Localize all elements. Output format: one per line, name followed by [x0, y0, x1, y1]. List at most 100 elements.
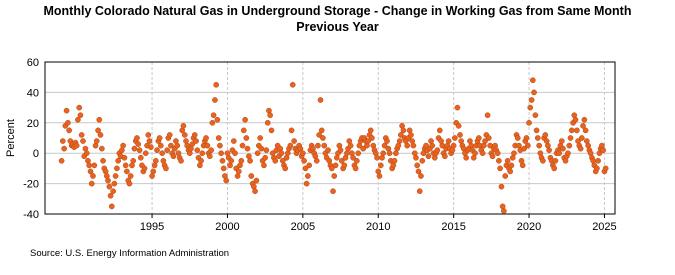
point: [278, 150, 285, 157]
point: [320, 135, 326, 141]
point: [350, 154, 356, 161]
point: [112, 173, 119, 179]
point: [455, 122, 462, 129]
point: [532, 112, 539, 119]
point: [80, 138, 86, 144]
point: [148, 144, 154, 150]
point: [180, 122, 187, 129]
point: [341, 162, 348, 169]
point: [193, 138, 199, 144]
point: [531, 89, 537, 96]
point: [218, 150, 224, 157]
point: [450, 142, 457, 149]
point: [496, 157, 502, 164]
point: [415, 168, 422, 175]
point: [414, 162, 421, 169]
point: [419, 157, 426, 164]
point: [267, 112, 273, 119]
point: [355, 150, 362, 157]
point: [210, 112, 217, 119]
point: [408, 132, 414, 138]
point: [95, 127, 101, 134]
point: [199, 150, 206, 157]
point: [546, 147, 552, 154]
point: [137, 154, 144, 161]
point: [146, 138, 153, 144]
point: [78, 132, 85, 138]
point: [164, 147, 170, 154]
point: [457, 132, 463, 138]
point: [61, 145, 68, 152]
point: [369, 135, 375, 141]
point: [238, 157, 245, 164]
point: [573, 127, 580, 134]
point: [400, 127, 407, 134]
point: [217, 142, 223, 149]
point: [568, 127, 575, 134]
point: [288, 127, 295, 134]
point: [214, 116, 221, 123]
point: [254, 150, 261, 157]
point: [136, 147, 143, 154]
point: [534, 135, 541, 141]
point: [332, 162, 339, 169]
point: [463, 154, 470, 161]
point: [58, 157, 65, 164]
point: [501, 208, 507, 214]
point: [127, 173, 134, 179]
point: [352, 165, 359, 172]
point: [239, 142, 246, 149]
point: [508, 162, 515, 169]
point: [328, 165, 335, 172]
point: [88, 180, 95, 187]
y-tick-label: -40: [23, 209, 39, 221]
y-tick-label: -20: [23, 179, 39, 191]
point: [114, 165, 120, 172]
point: [600, 147, 607, 154]
point: [100, 157, 106, 164]
x-tick-label: 2010: [366, 221, 390, 233]
point: [594, 165, 600, 172]
point: [59, 138, 66, 144]
point: [287, 142, 294, 149]
point: [253, 177, 260, 184]
point: [198, 157, 204, 164]
point: [338, 157, 345, 164]
point: [542, 132, 549, 138]
point: [252, 188, 258, 195]
point: [297, 145, 304, 152]
point: [209, 119, 216, 126]
point: [577, 145, 584, 152]
point: [302, 165, 309, 172]
point: [126, 180, 133, 187]
point: [98, 145, 105, 152]
point: [219, 157, 226, 164]
point: [330, 188, 336, 195]
point: [223, 177, 230, 184]
point: [303, 180, 310, 187]
point: [511, 150, 517, 157]
point: [484, 112, 491, 119]
point: [166, 132, 173, 138]
point: [206, 153, 213, 160]
point: [551, 165, 558, 172]
point: [313, 157, 320, 164]
point: [374, 154, 380, 161]
point: [240, 127, 247, 134]
point: [367, 127, 374, 134]
point: [560, 145, 566, 152]
x-tick-label: 2005: [291, 221, 315, 233]
point: [145, 132, 152, 138]
point: [154, 147, 160, 154]
point: [181, 132, 188, 138]
y-tick-label: 20: [27, 118, 39, 130]
point: [331, 173, 338, 179]
point: [523, 135, 530, 141]
point: [347, 142, 354, 149]
point: [386, 150, 393, 157]
point: [526, 119, 532, 126]
point: [268, 127, 275, 134]
point: [337, 147, 344, 154]
point: [429, 142, 436, 149]
